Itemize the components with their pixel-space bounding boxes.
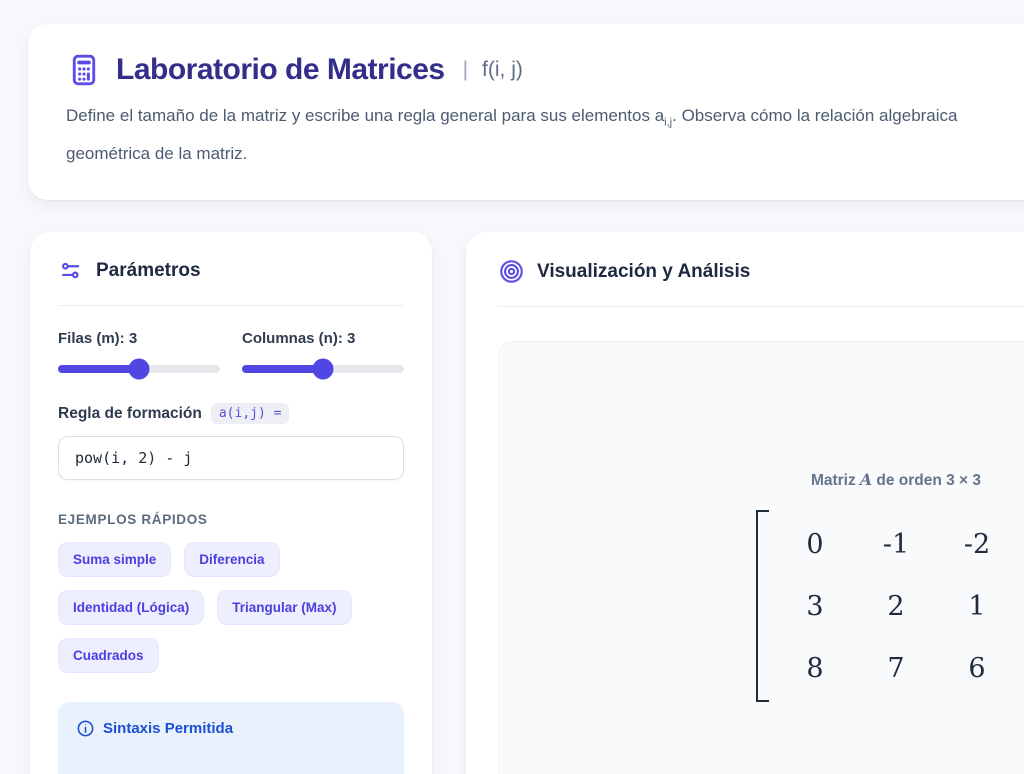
divider <box>58 305 404 306</box>
matrix-cell: 1 <box>968 590 986 622</box>
parameters-header: Parámetros <box>58 258 404 284</box>
parameters-panel: Parámetros Filas (m): 3 Columnas (n): 3 … <box>30 232 432 774</box>
example-chips: Suma simple Diferencia Identidad (Lógica… <box>58 542 404 673</box>
parameters-title: Parámetros <box>96 260 201 281</box>
divider <box>498 306 1024 307</box>
matrix-cell: 3 <box>806 590 824 622</box>
app-description: Define el tamaño de la matriz y escribe … <box>66 100 1024 170</box>
matrix-caption: Matriz A de orden 3 × 3 <box>810 470 982 489</box>
calculator-icon <box>66 52 102 88</box>
chip-identidad-logica[interactable]: Identidad (Lógica) <box>58 590 205 625</box>
visualization-header: Visualización y Análisis <box>498 258 1024 285</box>
matrix-cell: 7 <box>887 652 905 684</box>
rows-slider-thumb[interactable] <box>128 358 150 380</box>
subscript-ij: i,j <box>664 116 673 129</box>
chip-suma-simple[interactable]: Suma simple <box>58 542 172 577</box>
description-line-1: Define el tamaño de la matriz y escribe … <box>66 106 958 129</box>
matrix-cell: 8 <box>806 652 824 684</box>
chip-diferencia[interactable]: Diferencia <box>184 542 280 577</box>
title-formula: f(i, j) <box>482 58 523 81</box>
page-title: Laboratorio de Matrices <box>116 53 445 86</box>
rows-slider-fill <box>58 365 139 373</box>
matrix: 0 -1 -2 3 2 1 8 7 6 <box>499 510 1024 702</box>
rows-control: Filas (m): 3 <box>58 330 220 380</box>
rule-label: Regla de formación <box>58 404 202 422</box>
header-card: Laboratorio de Matrices | f(i, j) Define… <box>28 24 1024 200</box>
syntax-title: Sintaxis Permitida <box>103 720 234 737</box>
matrix-cell: 2 <box>887 590 905 622</box>
matrix-cell: 6 <box>968 652 986 684</box>
matrix-stage: Matriz A de orden 3 × 3 0 -1 -2 3 2 1 8 … <box>498 341 1024 774</box>
chip-triangular-max[interactable]: Triangular (Max) <box>217 590 352 625</box>
cols-label: Columnas (n): 3 <box>242 330 356 347</box>
matrix-cell: -2 <box>963 528 991 560</box>
description-line-2: geométrica de la matriz. <box>66 144 248 164</box>
rows-label: Filas (m): 3 <box>58 330 138 347</box>
matrix-cell: -1 <box>882 528 910 560</box>
info-icon <box>76 719 95 738</box>
visualization-panel: Visualización y Análisis Matriz A de ord… <box>466 232 1024 774</box>
rule-input[interactable] <box>58 436 404 480</box>
cols-slider-fill <box>242 365 323 373</box>
cols-slider-thumb[interactable] <box>312 358 334 380</box>
chip-cuadrados[interactable]: Cuadrados <box>58 638 159 673</box>
title-row: Laboratorio de Matrices | f(i, j) <box>66 52 1024 88</box>
cols-control: Columnas (n): 3 <box>242 330 404 380</box>
sliders-icon <box>58 258 84 284</box>
matrix-cell: 0 <box>806 528 824 560</box>
rows-slider[interactable] <box>58 358 220 380</box>
target-icon <box>498 258 525 285</box>
visualization-title: Visualización y Análisis <box>537 260 751 282</box>
rule-badge: a(i,j) = <box>210 403 290 424</box>
cols-slider[interactable] <box>242 358 404 380</box>
matrix-grid: 0 -1 -2 3 2 1 8 7 6 <box>769 510 1024 702</box>
title-separator: | <box>462 58 469 81</box>
syntax-help-box: Sintaxis Permitida <box>58 702 404 774</box>
matrix-bracket-left <box>755 510 769 702</box>
matrix-variable: A <box>860 470 873 489</box>
examples-heading: EJEMPLOS RÁPIDOS <box>58 512 208 527</box>
